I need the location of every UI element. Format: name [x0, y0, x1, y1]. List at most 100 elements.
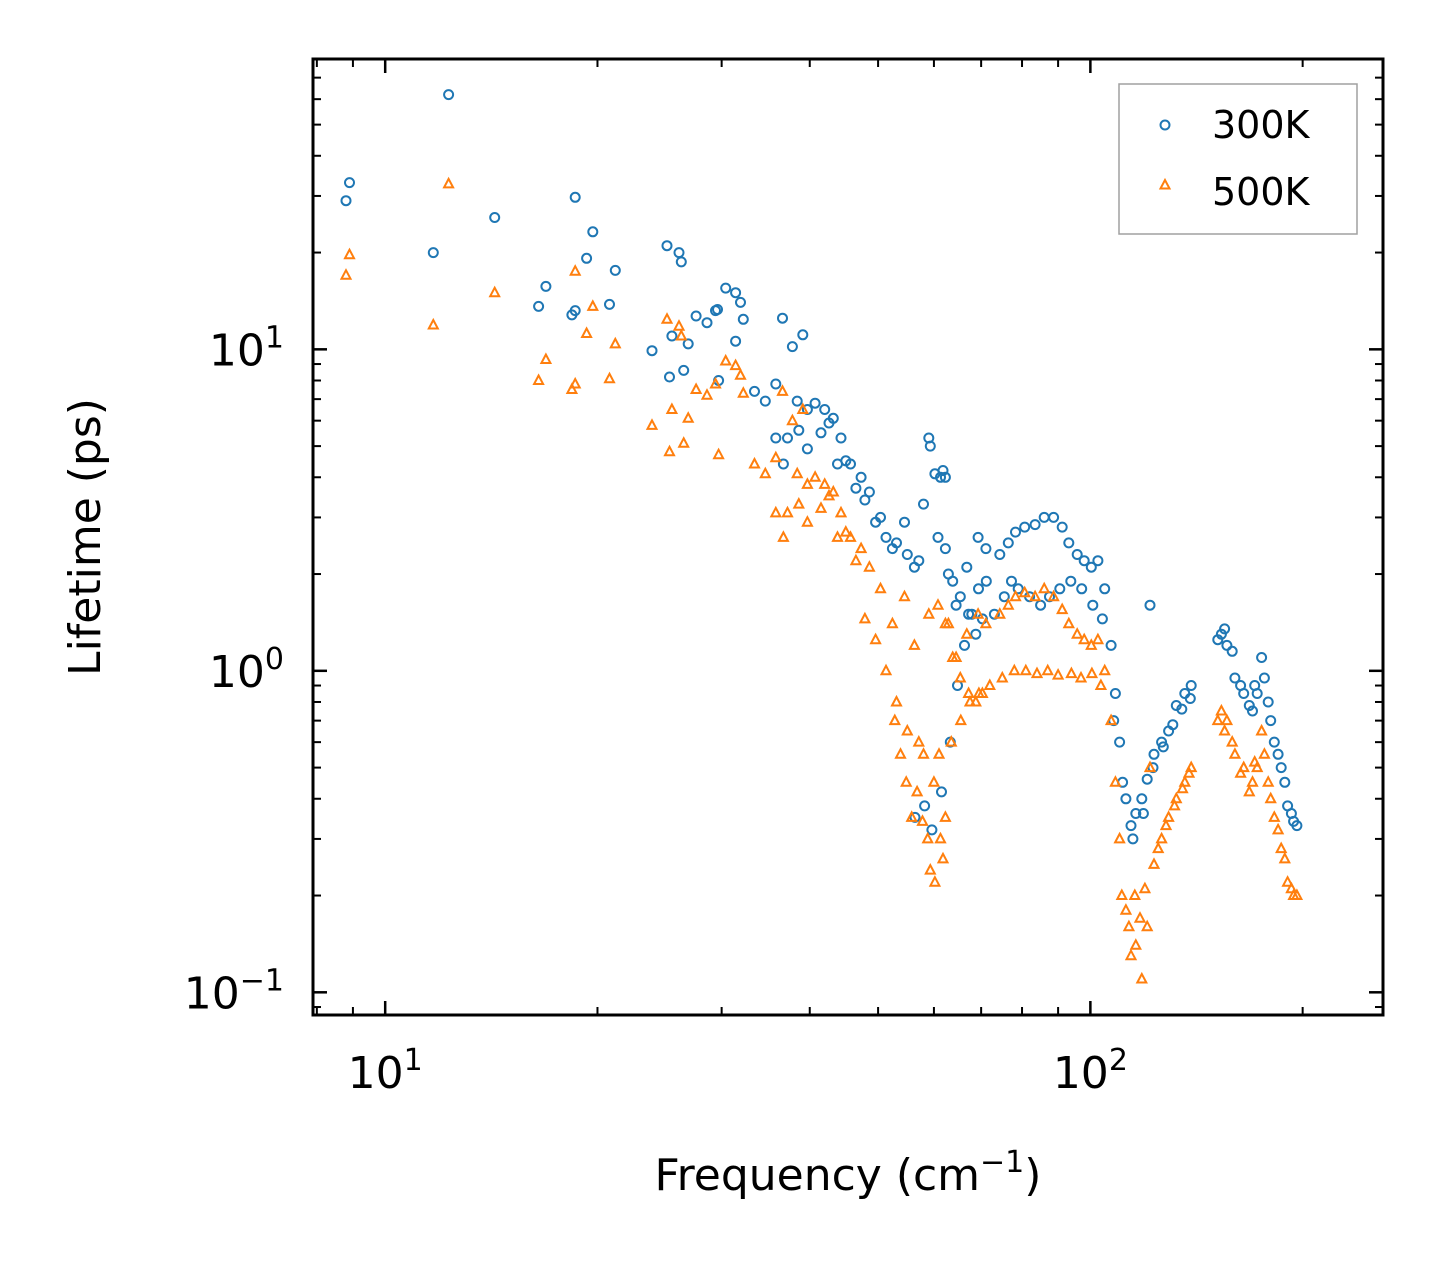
point-300k [1179, 688, 1191, 699]
point-500k [645, 418, 659, 430]
point-500k [922, 607, 935, 619]
point-500k [1264, 791, 1277, 804]
point-500k [769, 505, 782, 518]
point-500k [1211, 713, 1224, 726]
point-500k [1278, 851, 1291, 864]
point-500k [969, 694, 982, 707]
legend-label-300k: 300K [1212, 103, 1311, 147]
point-300k [959, 639, 970, 651]
point-500k [863, 560, 876, 572]
point-500k [1237, 760, 1250, 773]
point-300k [994, 549, 1006, 560]
point-500k [1008, 663, 1021, 676]
series-500k [339, 176, 1304, 984]
point-300k [1136, 793, 1148, 805]
point-500k [924, 862, 937, 875]
point-500k [1129, 938, 1142, 950]
point-300k [935, 471, 946, 483]
point-500k [869, 632, 882, 645]
point-500k [660, 312, 674, 324]
point-300k [786, 341, 798, 353]
point-300k [609, 264, 621, 276]
point-500k [1128, 888, 1141, 900]
y-tick-label: 100 [209, 642, 284, 698]
point-500k [1124, 948, 1138, 961]
point-300k [1137, 808, 1149, 819]
point-500k [1215, 703, 1228, 716]
point-500k [672, 319, 686, 331]
point-300k [489, 212, 501, 223]
point-300k [1114, 736, 1126, 748]
point-300k [1048, 511, 1060, 523]
point-500k [831, 530, 844, 542]
point-300k [835, 432, 847, 444]
point-300k [1109, 688, 1121, 699]
point-300k [801, 443, 813, 455]
point-500k [569, 376, 582, 389]
point-500k [532, 373, 545, 385]
point-500k [1147, 857, 1161, 869]
x-tick-labels: 101 102 [348, 1043, 1128, 1099]
point-300k [880, 531, 892, 543]
point-500k [339, 268, 353, 280]
point-500k [954, 713, 967, 726]
point-500k [759, 466, 772, 479]
point-300k [980, 543, 992, 555]
point-500k [748, 456, 761, 469]
point-500k [822, 488, 836, 501]
point-300k [1087, 599, 1099, 611]
point-500k [786, 413, 799, 426]
point-300k [1275, 762, 1287, 774]
point-500k [808, 470, 822, 482]
point-500k [931, 598, 945, 610]
x-axis-title: Frequency (cm−1) [655, 1145, 1042, 1201]
point-300k [1148, 748, 1160, 760]
point-500k [1226, 734, 1239, 747]
point-300k [1167, 719, 1179, 731]
point-300k [569, 191, 581, 203]
point-300k [1127, 833, 1139, 845]
point-500k [1002, 598, 1015, 610]
point-500k [839, 524, 852, 537]
point-300k [1221, 639, 1233, 651]
point-300k [1029, 519, 1041, 531]
point-500k [343, 247, 356, 260]
point-300k [1006, 575, 1017, 587]
point-300k [855, 471, 867, 483]
point-300k [1038, 511, 1050, 523]
point-300k [720, 282, 732, 294]
point-500k [1091, 632, 1105, 645]
point-300k [863, 486, 875, 498]
point-500k [586, 299, 599, 311]
point-300k [1019, 521, 1031, 533]
point-300k [1085, 561, 1097, 573]
point-500k [1104, 713, 1118, 726]
point-500k [1085, 638, 1098, 650]
point-500k [993, 607, 1006, 619]
point-300k [777, 458, 789, 470]
point-500k [781, 505, 794, 518]
point-300k [1235, 680, 1247, 691]
point-300k [947, 575, 959, 587]
point-300k [759, 395, 771, 407]
point-300k [770, 432, 782, 444]
point-300k [1120, 793, 1132, 805]
point-300k [646, 345, 658, 357]
point-300k [443, 89, 455, 101]
point-500k [1009, 589, 1022, 602]
point-300k [1076, 583, 1088, 595]
point-500k [1246, 775, 1259, 787]
point-300k [1002, 537, 1014, 549]
point-500k [801, 477, 814, 489]
point-500k [894, 747, 907, 759]
point-300k [344, 177, 355, 189]
point-500k [796, 402, 809, 414]
point-300k [939, 543, 951, 555]
point-500k [928, 875, 942, 887]
point-500k [1135, 971, 1148, 984]
point-300k [749, 385, 760, 397]
point-500k [777, 530, 790, 542]
x-tick-label: 102 [1053, 1043, 1128, 1099]
point-500k [1159, 818, 1173, 831]
point-300k [1096, 613, 1108, 625]
